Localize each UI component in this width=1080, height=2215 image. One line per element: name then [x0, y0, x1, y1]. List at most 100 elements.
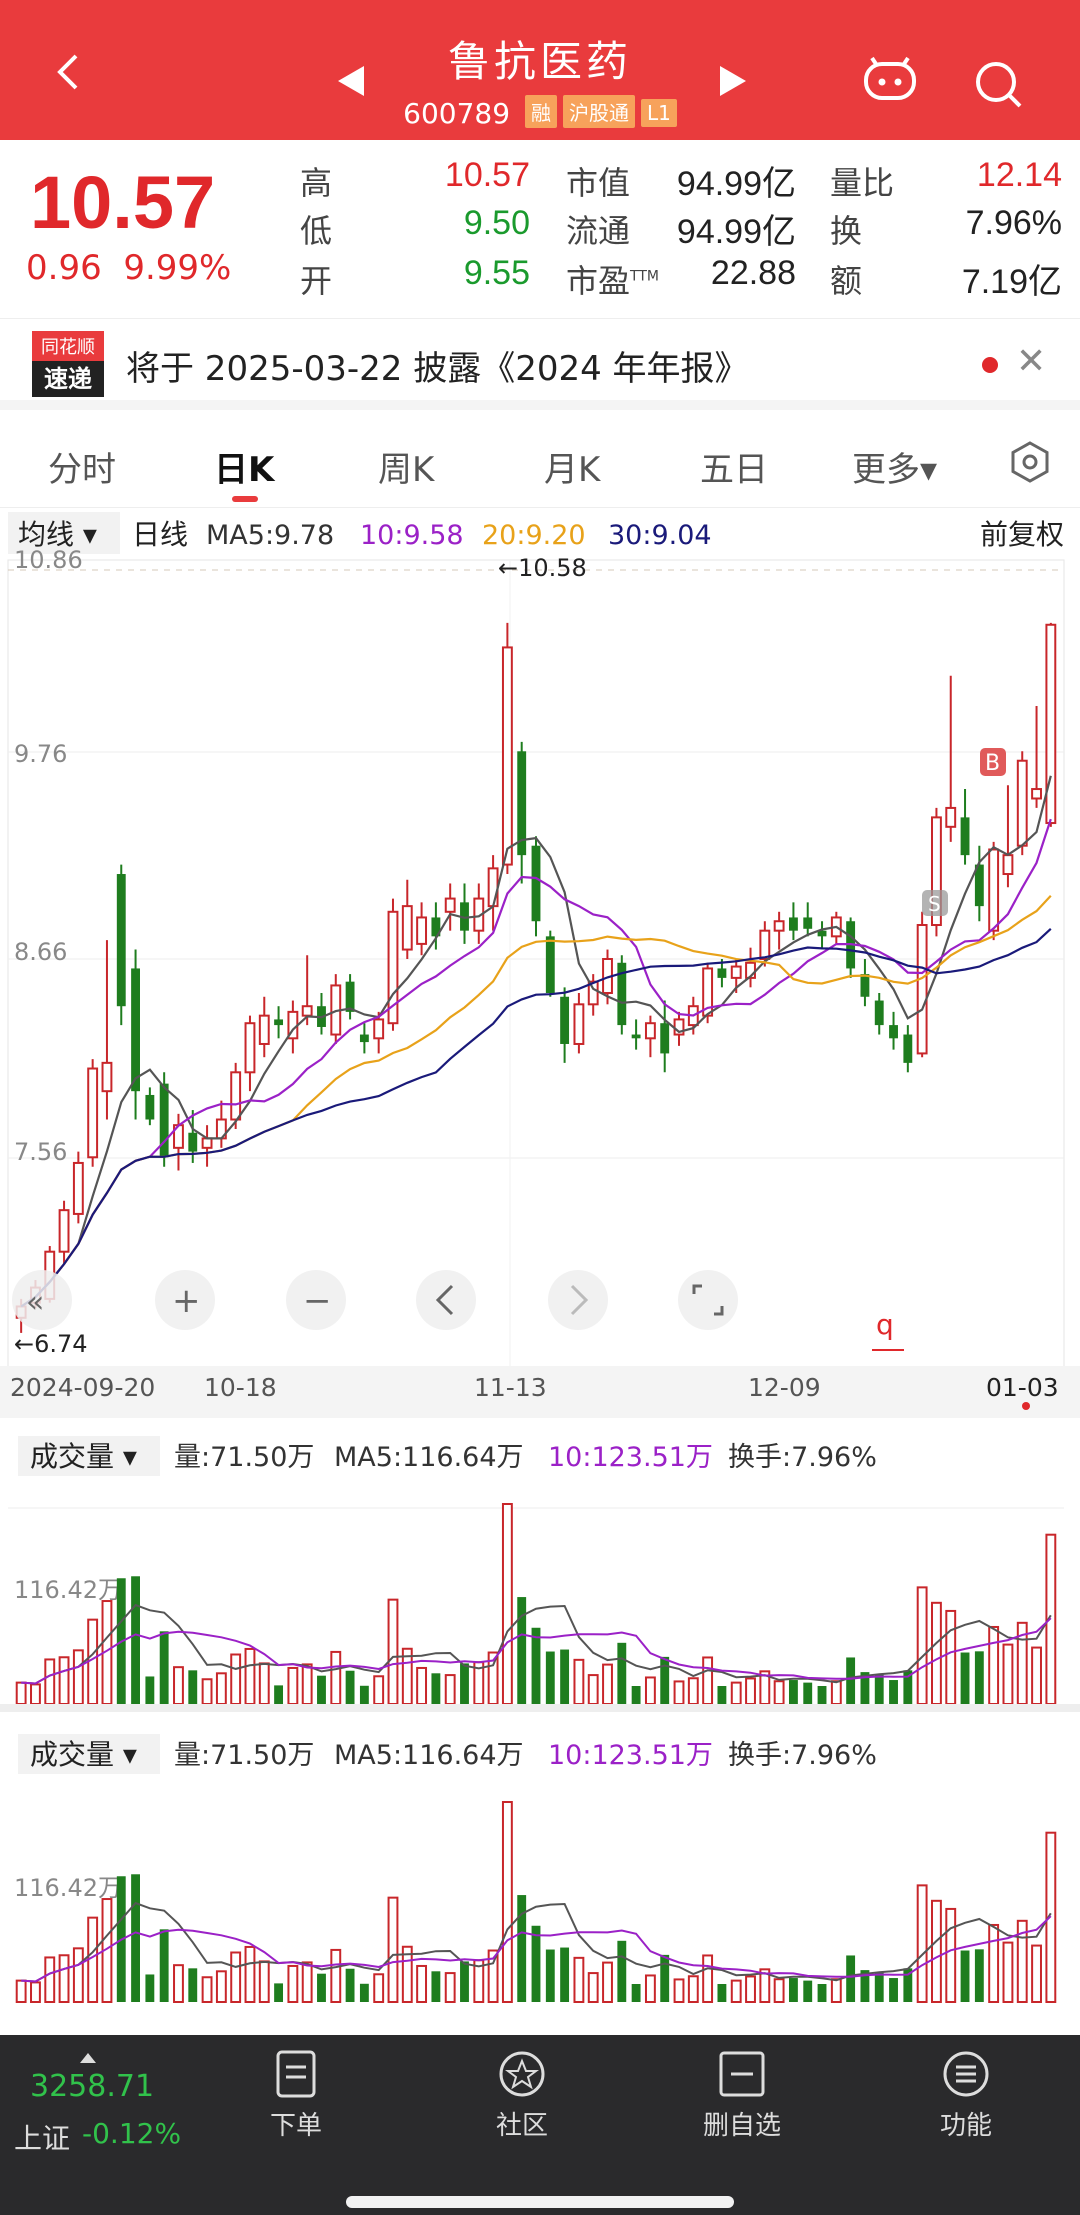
volume-bar — [230, 1653, 242, 1705]
candle-body — [617, 962, 627, 1026]
tab-five-day[interactable]: 五日 — [700, 450, 768, 490]
volume-bar — [916, 1586, 928, 1705]
volume-bar — [159, 1631, 169, 1704]
volume-bar — [644, 1676, 656, 1705]
robot-assistant-icon[interactable] — [862, 56, 918, 102]
ma20-legend: 20:9.20 — [482, 520, 586, 551]
volume-bar — [201, 1678, 213, 1706]
volume-dropdown-bg[interactable] — [18, 1734, 160, 1774]
volume-dropdown[interactable]: 成交量 ▾ — [30, 1738, 137, 1771]
prev-stock-icon[interactable] — [338, 66, 364, 96]
adjust-mode[interactable]: 前复权 — [980, 518, 1064, 551]
tab-intraday[interactable]: 分时 — [48, 450, 116, 490]
ma-dropdown[interactable]: 均线 ▾ — [18, 518, 97, 551]
volume-dropdown[interactable]: 成交量 ▾ — [30, 1440, 137, 1473]
candle-body — [759, 929, 771, 960]
candle-body — [702, 967, 714, 1017]
amount-label: 额 — [830, 262, 863, 300]
volume-bar — [860, 1672, 870, 1704]
candle-body — [416, 916, 428, 945]
stock-subtitle: 600789 融沪股通 L1 — [0, 95, 1080, 130]
announcement-text: 将于 2025-03-22 披露《2024 年年报》 — [126, 349, 749, 389]
fullscreen-icon[interactable] — [678, 1270, 738, 1330]
volume-dropdown-bg[interactable] — [18, 1436, 160, 1476]
scroll-left-icon[interactable] — [416, 1270, 476, 1330]
nav-order[interactable]: 下单 — [236, 2049, 356, 2142]
volume-bar — [631, 1686, 641, 1704]
today-dot — [1022, 1402, 1030, 1410]
volume-y-label: 116.42万 — [14, 1576, 122, 1604]
home-indicator[interactable] — [346, 2196, 734, 2208]
tab-weekly-k[interactable]: 周K — [378, 450, 435, 490]
next-stock-icon[interactable] — [720, 66, 746, 96]
ma-dropdown-bg[interactable] — [8, 512, 120, 554]
candle-body — [401, 905, 413, 951]
candle-body — [501, 646, 513, 866]
volume-bar — [317, 1675, 326, 1704]
scroll-right-icon[interactable] — [548, 1270, 608, 1330]
tab-monthly-k[interactable]: 月K — [544, 450, 601, 490]
high-marker: ←10.58 — [498, 554, 587, 582]
float-value: 94.99亿 — [676, 213, 796, 251]
volume-bar — [301, 1663, 313, 1705]
volume-bar — [373, 1973, 385, 2003]
ma10-line — [20, 818, 1052, 1308]
tab-daily-k[interactable]: 日K — [214, 450, 275, 490]
candle-body — [201, 1137, 213, 1149]
volume-bar — [745, 1677, 756, 1705]
back-icon[interactable] — [48, 52, 88, 92]
candle-body — [159, 1083, 169, 1158]
zoom-in-icon[interactable] — [155, 1270, 215, 1330]
candle-body — [903, 1034, 913, 1063]
candle-body — [373, 1018, 385, 1040]
volume-bar — [145, 1974, 155, 2002]
volume-bar — [188, 1968, 198, 2002]
volume-bars — [15, 1801, 1057, 2004]
buy-marker[interactable] — [980, 748, 1006, 776]
volume-bar — [416, 1964, 428, 2004]
volume-bar — [274, 1685, 284, 1704]
candle-body — [460, 902, 469, 931]
sell-marker[interactable] — [922, 890, 948, 916]
tag-margin: 融 — [524, 95, 557, 128]
candle-body — [644, 1022, 656, 1040]
volume-bar — [631, 1984, 641, 2002]
search-icon[interactable] — [972, 58, 1024, 110]
volume-bar — [573, 1658, 585, 1705]
nav-remove-watchlist[interactable]: 删自选 — [682, 2049, 802, 2142]
kline-chart[interactable]: 均线 ▾ 日线 MA5:9.78 10:9.58 20:9.20 30:9.04… — [0, 508, 1080, 2028]
volume-bar — [1031, 1944, 1042, 2003]
volume-bar — [258, 1960, 270, 2003]
candle-body — [531, 845, 541, 922]
volume-bar — [560, 1947, 570, 2002]
announcement-banner[interactable]: 同花顺 速递 将于 2025-03-22 披露《2024 年年报》 ✕ — [0, 318, 1080, 410]
candle-body — [301, 1005, 313, 1017]
tab-more[interactable]: 更多▾ — [852, 450, 938, 490]
scroll-left-fast-icon[interactable] — [12, 1270, 72, 1330]
volume-ma10-line — [21, 1915, 1052, 1983]
active-tab-indicator — [232, 496, 258, 502]
nav-community[interactable]: 社区 — [462, 2049, 582, 2142]
expand-icon[interactable] — [80, 2053, 96, 2063]
price-change: 0.96 9.99% — [26, 248, 232, 288]
volume-bar — [345, 1968, 355, 2002]
volume-bar — [687, 1677, 699, 1706]
settings-icon[interactable] — [1008, 440, 1052, 484]
index-value[interactable]: 3258.71 — [30, 2069, 155, 2104]
ma30-legend: 30:9.04 — [608, 520, 712, 551]
volume-bar — [330, 1650, 342, 1705]
nav-functions[interactable]: 功能 — [906, 2049, 1026, 2142]
volume-bar — [173, 1666, 184, 1706]
turnover-rate: 换手:7.96% — [728, 1442, 877, 1473]
x-tick-label: 10-18 — [204, 1373, 277, 1402]
volume-bar — [345, 1670, 355, 1704]
candle-body — [889, 1025, 898, 1039]
volume-bar — [58, 1954, 70, 2004]
close-icon[interactable]: ✕ — [1016, 341, 1047, 382]
unread-dot — [982, 357, 998, 373]
mktcap-label: 市值 — [566, 164, 631, 202]
order-icon — [276, 2050, 316, 2098]
volume-bar — [860, 1970, 870, 2002]
candle-body — [188, 1132, 198, 1152]
zoom-out-icon[interactable] — [286, 1270, 346, 1330]
